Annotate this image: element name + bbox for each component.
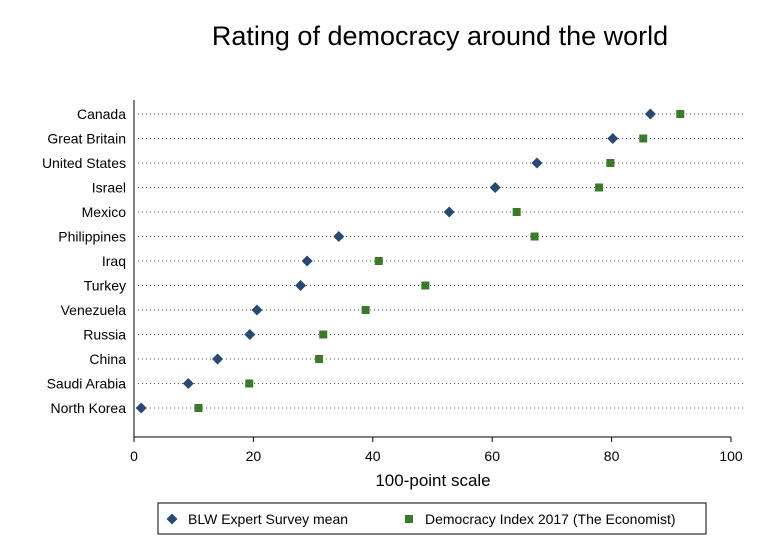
legend-label-blw: BLW Expert Survey mean — [188, 511, 348, 527]
blw-point-canada — [644, 108, 656, 120]
democracy-index-point-saudi-arabia — [245, 379, 254, 388]
x-tick-label-0: 0 — [130, 448, 138, 464]
democracy-index-point-venezuela — [361, 306, 370, 314]
democracy-index-point-canada — [676, 110, 685, 118]
category-labels: Canada Great Britain United States Israel Me… — [42, 106, 126, 416]
democracy-index-point-north-korea — [194, 404, 203, 412]
legend-box — [157, 502, 707, 535]
x-tick-label-20: 20 — [246, 448, 262, 464]
blw-point-iraq — [301, 255, 313, 267]
democracy-index-point-russia — [319, 330, 328, 339]
category-label-mexico: Mexico — [82, 204, 127, 220]
category-label-saudi-arabia: Saudi Arabia — [47, 376, 127, 392]
blw-point-united-states — [531, 157, 543, 169]
category-label-canada: Canada — [77, 106, 126, 122]
democracy-index-point-united-states — [606, 159, 615, 167]
category-label-russia: Russia — [83, 327, 126, 343]
blw-point-venezuela — [251, 304, 263, 316]
legend-label-democracy-index: Democracy Index 2017 (The Economist) — [425, 511, 676, 527]
blw-point-philippines — [333, 231, 345, 242]
category-label-iraq: Iraq — [102, 253, 126, 269]
x-axis-label: 100-point scale — [375, 471, 490, 490]
blw-point-saudi-arabia — [182, 378, 194, 389]
category-label-north-korea: North Korea — [51, 400, 127, 416]
democracy-index-point-israel — [595, 183, 604, 192]
democracy-index-point-china — [315, 355, 324, 363]
category-label-china: China — [89, 351, 126, 367]
blw-point-north-korea — [135, 402, 147, 414]
blw-point-russia — [244, 329, 256, 340]
category-label-great-britain: Great Britain — [47, 131, 126, 147]
category-label-turkey: Turkey — [84, 278, 126, 294]
x-tick-label-100: 100 — [719, 448, 743, 464]
blw-point-china — [212, 353, 224, 365]
blw-point-mexico — [443, 206, 455, 218]
data-points — [135, 108, 685, 414]
x-tick-label-80: 80 — [604, 448, 620, 464]
legend-marker-democracy-index — [405, 515, 413, 523]
category-label-united-states: United States — [42, 155, 126, 171]
legend: BLW Expert Survey mean Democracy Index 20… — [157, 502, 707, 535]
category-label-philippines: Philippines — [58, 229, 126, 245]
democracy-index-point-mexico — [512, 208, 521, 216]
democracy-index-point-iraq — [374, 257, 383, 265]
blw-point-great-britain — [607, 133, 619, 144]
legend-marker-blw — [166, 513, 178, 525]
democracy-index-point-turkey — [421, 281, 430, 290]
gridlines — [138, 113, 743, 409]
x-tick-label-60: 60 — [484, 448, 500, 464]
blw-point-israel — [489, 182, 501, 193]
democracy-index-point-philippines — [530, 232, 539, 241]
x-axis: 0 20 40 60 80 100 — [130, 100, 743, 464]
blw-point-turkey — [295, 280, 307, 291]
democracy-index-point-great-britain — [639, 134, 648, 143]
category-label-venezuela: Venezuela — [61, 302, 127, 318]
chart-title: Rating of democracy around the world — [212, 21, 668, 51]
category-label-israel: Israel — [92, 180, 126, 196]
x-tick-label-40: 40 — [365, 448, 381, 464]
